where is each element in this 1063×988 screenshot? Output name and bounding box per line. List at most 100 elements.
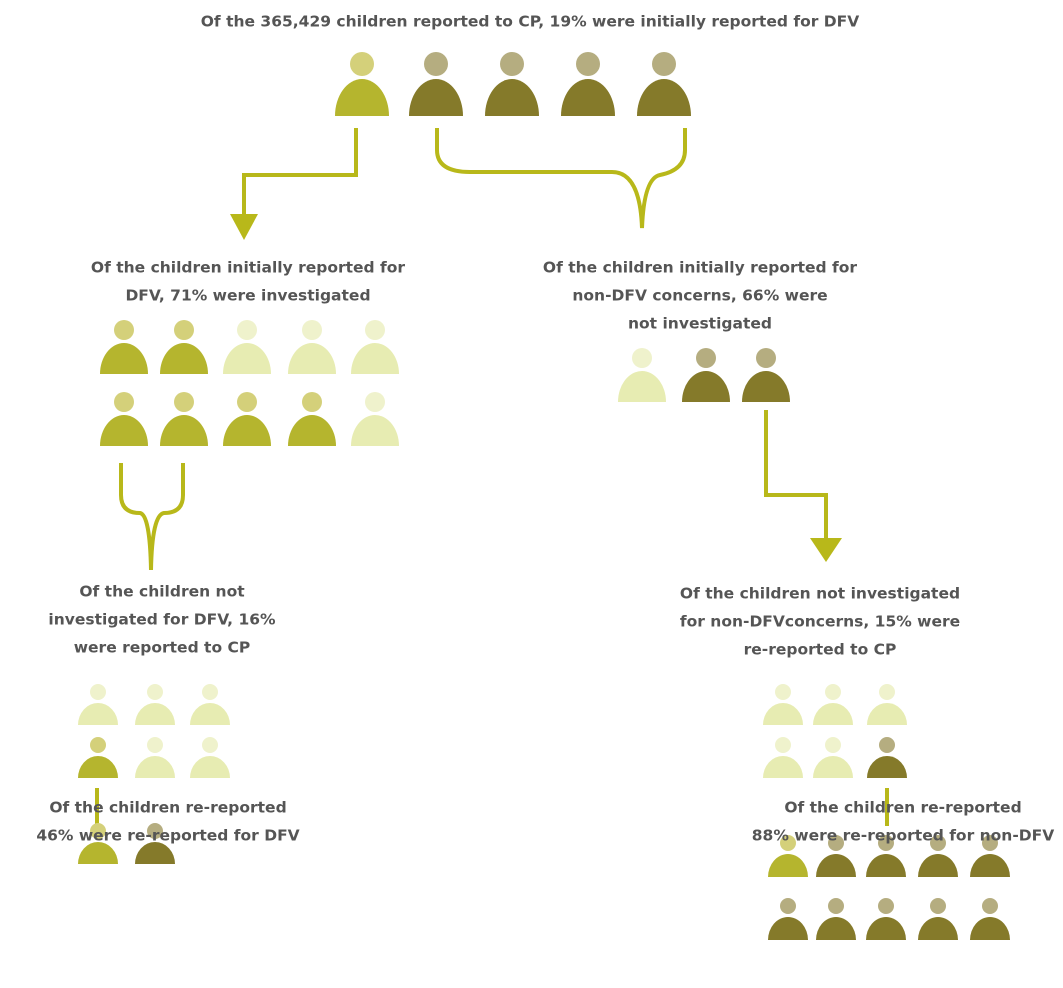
person-body — [351, 343, 399, 374]
person-head — [780, 835, 796, 851]
node-text: Of the children initially reported for — [543, 259, 858, 277]
person-body — [763, 756, 803, 778]
person-body — [78, 703, 118, 725]
person-body — [763, 703, 803, 725]
person-body — [135, 703, 175, 725]
title: Of the 365,429 children reported to CP, … — [201, 13, 859, 31]
person-body — [561, 79, 615, 116]
person-head — [500, 52, 524, 76]
person-body — [190, 756, 230, 778]
person-body — [867, 756, 907, 778]
person-body — [335, 79, 389, 116]
node-text: DFV, 71% were investigated — [125, 287, 370, 305]
person-head — [982, 898, 998, 914]
person-head — [365, 392, 385, 412]
person-head — [576, 52, 600, 76]
person-head — [302, 392, 322, 412]
person-head — [365, 320, 385, 340]
person-body — [288, 343, 336, 374]
person-body — [135, 756, 175, 778]
person-body — [816, 917, 856, 940]
person-head — [174, 392, 194, 412]
person-body — [918, 854, 958, 877]
person-body — [190, 703, 230, 725]
person-head — [696, 348, 716, 368]
node-text: 46% were re-reported for DFV — [36, 827, 299, 845]
person-body — [970, 854, 1010, 877]
node-text: investigated for DFV, 16% — [48, 611, 276, 629]
person-head — [828, 898, 844, 914]
person-body — [135, 842, 175, 864]
person-head — [825, 684, 841, 700]
person-body — [351, 415, 399, 446]
person-head — [147, 684, 163, 700]
person-head — [302, 320, 322, 340]
node-text: Of the children re-reported — [784, 799, 1021, 817]
person-body — [618, 371, 666, 402]
person-head — [237, 392, 257, 412]
person-body — [160, 415, 208, 446]
person-head — [878, 835, 894, 851]
person-body — [78, 842, 118, 864]
person-body — [816, 854, 856, 877]
person-head — [879, 737, 895, 753]
people — [78, 52, 1010, 940]
person-head — [90, 737, 106, 753]
person-body — [866, 854, 906, 877]
person-head — [90, 823, 106, 839]
arrow — [810, 538, 842, 562]
person-head — [237, 320, 257, 340]
person-head — [652, 52, 676, 76]
arrow — [230, 214, 258, 240]
person-head — [147, 823, 163, 839]
brace — [119, 463, 185, 571]
node-text: were reported to CP — [74, 639, 251, 657]
brace — [435, 128, 687, 229]
person-body — [918, 917, 958, 940]
person-body — [867, 703, 907, 725]
person-head — [825, 737, 841, 753]
person-body — [223, 343, 271, 374]
person-head — [632, 348, 652, 368]
person-head — [202, 737, 218, 753]
person-body — [409, 79, 463, 116]
node-text: for non-DFVconcerns, 15% were — [680, 613, 960, 631]
person-head — [114, 392, 134, 412]
node-text: Of the children re-reported — [49, 799, 286, 817]
person-body — [637, 79, 691, 116]
person-head — [114, 320, 134, 340]
node-text: 88% were re-reported for non-DFV — [752, 827, 1054, 845]
person-body — [813, 703, 853, 725]
node-text: non-DFV concerns, 66% were — [572, 287, 827, 305]
node-text: Of the children initially reported for — [91, 259, 406, 277]
person-body — [742, 371, 790, 402]
person-body — [160, 343, 208, 374]
person-head — [350, 52, 374, 76]
person-head — [202, 684, 218, 700]
node-text: Of the children not investigated — [680, 585, 960, 603]
person-head — [147, 737, 163, 753]
person-head — [930, 898, 946, 914]
person-head — [780, 898, 796, 914]
connector — [764, 410, 828, 540]
person-body — [100, 343, 148, 374]
person-body — [970, 917, 1010, 940]
node-text: Of the children not — [79, 583, 245, 601]
person-body — [485, 79, 539, 116]
node-text: not investigated — [628, 315, 772, 333]
person-body — [682, 371, 730, 402]
person-head — [982, 835, 998, 851]
person-head — [775, 737, 791, 753]
person-body — [768, 917, 808, 940]
person-head — [879, 684, 895, 700]
person-head — [90, 684, 106, 700]
person-head — [930, 835, 946, 851]
person-head — [756, 348, 776, 368]
person-body — [768, 854, 808, 877]
person-head — [878, 898, 894, 914]
person-body — [288, 415, 336, 446]
person-head — [424, 52, 448, 76]
person-body — [223, 415, 271, 446]
node-text: re-reported to CP — [744, 641, 897, 659]
